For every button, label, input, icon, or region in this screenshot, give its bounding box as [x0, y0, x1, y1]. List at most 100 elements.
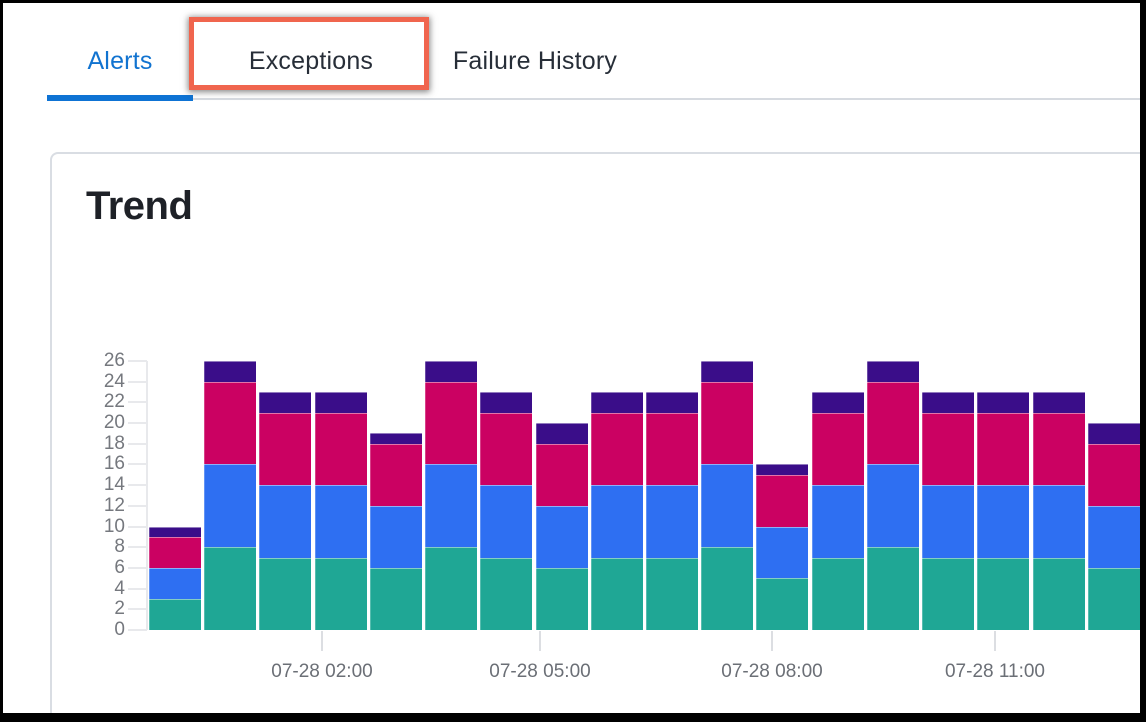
bar-segment-blue [369, 505, 422, 568]
bar-segment-purple [756, 464, 809, 475]
active-tab-underline [47, 95, 193, 101]
bar-segment-purple [425, 361, 478, 382]
x-axis-tick-label: 07-28 02:00 [271, 661, 373, 682]
x-axis-tick-mark [771, 631, 773, 651]
bar-segment-blue [425, 464, 478, 548]
bar-segment-blue [1032, 485, 1085, 558]
chart-bar[interactable] [977, 392, 1030, 630]
bar-segment-purple [1032, 392, 1085, 413]
chart-bar[interactable] [204, 361, 257, 630]
tab-alerts-label: Alerts [87, 46, 153, 75]
bar-segment-magenta [645, 412, 698, 486]
chart-bar[interactable] [425, 361, 478, 630]
chart-bar[interactable] [866, 361, 919, 630]
tab-failure-history[interactable]: Failure History [427, 28, 643, 94]
bar-segment-magenta [1087, 443, 1140, 506]
bar-segment-purple [1087, 423, 1140, 444]
bar-segment-teal [590, 557, 643, 630]
bar-segment-blue [259, 485, 312, 558]
y-axis-tick-label: 8 [114, 536, 125, 558]
annotation-highlight-box [189, 17, 429, 90]
y-axis-tick-mark [128, 566, 147, 569]
chart-bar[interactable] [756, 464, 809, 630]
y-axis-tick-mark [128, 442, 147, 445]
bar-segment-teal [866, 547, 919, 630]
bar-segment-magenta [204, 381, 257, 465]
bar-segment-purple [590, 392, 643, 413]
screenshot-frame [1140, 0, 1146, 722]
bar-segment-magenta [259, 412, 312, 486]
bar-segment-magenta [756, 474, 809, 527]
y-axis-tick-label: 22 [103, 391, 125, 413]
bar-segment-purple [369, 433, 422, 444]
x-axis-tick-mark [539, 631, 541, 651]
y-axis-tick-label: 6 [114, 556, 125, 578]
bar-segment-magenta [1032, 412, 1085, 486]
bar-segment-magenta [811, 412, 864, 486]
chart-bar[interactable] [701, 361, 754, 630]
y-axis-tick-mark [128, 401, 147, 404]
y-axis-tick-mark [128, 525, 147, 528]
y-axis-tick-mark [128, 484, 147, 487]
bar-segment-blue [811, 485, 864, 558]
y-axis-tick-mark [128, 608, 147, 611]
y-axis-tick-label: 26 [103, 350, 125, 371]
y-axis-tick-mark [128, 422, 147, 425]
bar-segment-blue [1087, 505, 1140, 568]
bar-segment-teal [977, 557, 1030, 630]
y-axis-tick-label: 20 [103, 412, 125, 434]
screenshot-frame [0, 713, 1146, 722]
bar-segment-purple [977, 392, 1030, 413]
y-axis-tick-mark [128, 504, 147, 507]
tab-exceptions[interactable]: Exceptions [193, 28, 429, 94]
x-axis-tick-label: 07-28 05:00 [489, 661, 591, 682]
chart-bar[interactable] [149, 526, 201, 630]
y-axis-tick-label: 16 [103, 453, 125, 475]
chart-bar[interactable] [590, 392, 643, 630]
chart-bar[interactable] [645, 392, 698, 630]
y-axis-tick-mark [128, 546, 147, 549]
bar-segment-magenta [369, 443, 422, 506]
bar-segment-purple [314, 392, 367, 413]
tab-alerts[interactable]: Alerts [47, 28, 193, 94]
bar-segment-teal [922, 557, 975, 630]
tab-exceptions-label: Exceptions [248, 46, 374, 75]
bar-segment-magenta [425, 381, 478, 465]
y-axis-line [146, 361, 148, 630]
bar-segment-blue [314, 485, 367, 558]
bar-segment-magenta [314, 412, 367, 486]
bar-segment-purple [701, 361, 754, 382]
bar-segment-blue [149, 567, 201, 599]
bar-segment-teal [480, 557, 533, 630]
bar-segment-teal [1087, 567, 1140, 630]
bar-segment-purple [535, 423, 588, 444]
y-axis-tick-mark [128, 463, 147, 466]
chart-bar[interactable] [922, 392, 975, 630]
chart-bar[interactable] [480, 392, 533, 630]
bar-segment-magenta [590, 412, 643, 486]
bar-segment-teal [204, 547, 257, 630]
bar-segment-blue [645, 485, 698, 558]
chart-bar[interactable] [259, 392, 312, 630]
bar-segment-purple [149, 526, 201, 537]
y-axis-tick-mark [128, 360, 147, 362]
y-axis-tick-label: 2 [114, 598, 125, 620]
bar-segment-teal [756, 578, 809, 630]
bar-segment-purple [922, 392, 975, 413]
x-axis-tick-mark [321, 631, 323, 651]
bar-segment-magenta [480, 412, 533, 486]
bar-segment-teal [535, 567, 588, 630]
chart-bar[interactable] [1032, 392, 1085, 630]
chart-bar[interactable] [314, 392, 367, 630]
chart-bar[interactable] [1087, 423, 1140, 630]
chart-bar[interactable] [535, 423, 588, 630]
bar-segment-magenta [977, 412, 1030, 486]
bar-segment-purple [480, 392, 533, 413]
chart-bar[interactable] [811, 392, 864, 630]
bar-segment-purple [259, 392, 312, 413]
tab-failure-history-label: Failure History [452, 46, 618, 75]
card-title: Trend [86, 184, 193, 228]
bar-segment-teal [425, 547, 478, 630]
chart-bar[interactable] [369, 433, 422, 630]
